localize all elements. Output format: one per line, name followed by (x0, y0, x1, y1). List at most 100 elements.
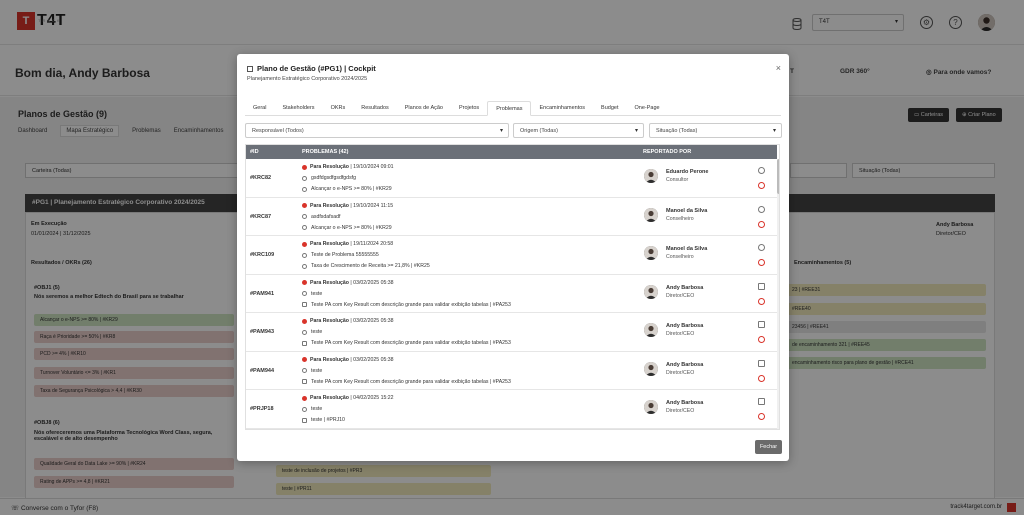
reporter-name: Andy Barbosa (666, 400, 704, 406)
tab-mapa-estrategico[interactable]: Mapa Estratégico (60, 125, 120, 137)
fechar-button[interactable]: Fechar (755, 440, 782, 454)
problem-origin[interactable]: Alcançar o e-NPS >= 80% | #KR29 (311, 186, 392, 192)
greet-item-t[interactable]: T (790, 68, 794, 75)
resolve-check-icon[interactable] (758, 336, 765, 343)
view-details-icon[interactable] (758, 321, 765, 328)
reporter: Eduardo Perone Consultor (644, 169, 708, 183)
tab-resultados[interactable]: Resultados (361, 105, 389, 111)
table-row[interactable]: #PAM943 Para Resolução | 03/02/2025 05:38… (246, 313, 777, 352)
footer-logo-icon (1007, 503, 1016, 512)
footer: ☏ Converse com o Tyfor (F8) track4target… (0, 498, 1024, 515)
encaminhamento-card[interactable]: #REE40 (786, 303, 986, 315)
reporter-avatar (644, 169, 658, 183)
resolve-check-icon[interactable] (758, 259, 765, 266)
problem-origin[interactable]: teste | #PRJ10 (311, 417, 345, 423)
encaminhamento-card[interactable]: 23456 | #REE41 (786, 321, 986, 333)
project-card[interactable]: teste de inclusão de projetos | #PR3 (276, 465, 491, 477)
kr-card[interactable]: Qualidade Geral do Data Lake >= 90% | #K… (34, 458, 234, 470)
kr-card[interactable]: Taxa de Segurança Psicológica > 4,4 | #K… (34, 385, 234, 397)
carteiras-label: Carteiras (920, 112, 944, 118)
problem-status-line: Para Resolução | 19/11/2024 20:58 (302, 241, 393, 247)
reporter-avatar (644, 246, 658, 260)
encaminhamento-card[interactable]: 23 | #REE31 (786, 284, 986, 296)
reporter-role: Conselheiro (666, 215, 694, 222)
tab-one-page[interactable]: One-Page (634, 105, 660, 111)
problem-id[interactable]: #KRC82 (250, 175, 272, 181)
problem-origin[interactable]: Alcançar o e-NPS >= 80% | #KR29 (311, 224, 392, 231)
view-details-icon[interactable] (758, 167, 765, 174)
gdr-360-link[interactable]: GDR 360° (840, 68, 870, 75)
criar-plano-button[interactable]: ⊕ Criar Plano (956, 108, 1002, 122)
gear-icon[interactable]: ⚙ (920, 16, 933, 29)
table-row[interactable]: #KRC82 Para Resolução | 19/10/2024 09:01 g… (246, 159, 777, 198)
responsavel-filter[interactable]: Responsável (Todos) ▾ (245, 123, 509, 138)
kr-card[interactable]: PCD >= 4% | #KR10 (34, 348, 234, 360)
kr-card[interactable]: Rating de APPs >= 4,8 | #KR21 (34, 476, 234, 488)
scrollbar-thumb[interactable] (777, 159, 779, 194)
resolve-check-icon[interactable] (758, 297, 765, 305)
encaminhamento-card[interactable]: encaminhamento risco para plano de gestã… (786, 357, 986, 369)
resolve-check-icon[interactable] (758, 413, 765, 420)
tab-problemas[interactable]: Problemas (487, 101, 532, 116)
view-details-icon[interactable] (758, 244, 765, 251)
problem-link-line: Alcançar o e-NPS >= 80% | #KR29 (302, 186, 392, 192)
encaminhamento-card[interactable]: de encaminhamento 321 | #REE45 (786, 339, 986, 351)
view-details-icon[interactable] (758, 359, 765, 367)
problem-id[interactable]: #PAM943 (250, 329, 275, 335)
organization-select[interactable]: T4T ▾ (812, 14, 904, 31)
table-row[interactable]: #KRC87 Para Resolução | 19/10/2024 11:15 a… (246, 197, 777, 236)
problem-status: Para Resolução (310, 241, 349, 247)
tab-geral[interactable]: Geral (253, 105, 267, 111)
table-row[interactable]: #PAM941 Para Resolução | 03/02/2025 05:38… (246, 274, 777, 313)
tab-budget[interactable]: Budget (601, 105, 619, 111)
kr-card[interactable]: Raça é Prioridade >= 50% | #KR8 (34, 331, 234, 343)
resolve-check-icon[interactable] (758, 220, 765, 228)
view-details-icon[interactable] (758, 398, 765, 405)
info-icon (302, 175, 307, 181)
problem-status: Para Resolução (310, 202, 349, 209)
kr-card[interactable]: Alcançar o e-NPS >= 80% | #KR29 (34, 314, 234, 326)
problem-id[interactable]: #KRC109 (250, 252, 275, 258)
tab-problemas[interactable]: Problemas (132, 128, 161, 134)
situacao-filter[interactable]: Situação (Todas) ▾ (649, 123, 782, 138)
problem-origin[interactable]: Teste PA com Key Result com descrição gr… (311, 340, 511, 346)
table-scrollbar[interactable] (777, 159, 779, 429)
problem-origin[interactable]: Teste PA com Key Result com descrição gr… (311, 301, 511, 308)
view-details-icon[interactable] (758, 205, 765, 213)
table-row[interactable]: #PRJP18 Para Resolução | 04/02/2025 15:22… (246, 390, 777, 429)
situacao-select[interactable]: Situação (Todas) (852, 163, 995, 178)
problem-id[interactable]: #PAM941 (250, 290, 275, 297)
table-row[interactable]: #PAM944 Para Resolução | 03/02/2025 05:38… (246, 351, 777, 390)
tab-dashboard[interactable]: Dashboard (18, 128, 48, 134)
tab-planos-de-acao[interactable]: Planos de Ação (404, 105, 443, 111)
origem-select-bg[interactable] (790, 163, 847, 178)
problem-description: asdfsdafsadf (311, 213, 341, 220)
greeting-text: Bom dia, Andy Barbosa (15, 66, 150, 80)
table-row[interactable]: #KRC109 Para Resolução | 19/11/2024 20:58… (246, 236, 777, 275)
reporter: Andy Barbosa Diretor/CEO (644, 361, 703, 376)
problem-origin[interactable]: Teste PA com Key Result com descrição gr… (311, 378, 511, 385)
resolve-check-icon[interactable] (758, 374, 765, 382)
tab-encaminhamentos[interactable]: Encaminhamentos (173, 128, 224, 134)
close-icon[interactable]: × (775, 63, 781, 73)
footer-site-link[interactable]: track4target.com.br (950, 504, 1002, 510)
problem-id[interactable]: #PAM944 (250, 367, 275, 374)
origem-filter[interactable]: Origem (Todas) ▾ (513, 123, 644, 138)
para-onde-vamos-link[interactable]: ◎ Para onde vamos? (926, 68, 991, 76)
problem-id[interactable]: #KRC87 (250, 213, 272, 220)
project-card[interactable]: teste | #PR11 (276, 483, 491, 495)
tab-stakeholders[interactable]: Stakeholders (282, 105, 315, 111)
user-avatar[interactable] (978, 14, 995, 31)
kr-card[interactable]: Turnover Voluntário <= 3% | #KR1 (34, 367, 234, 379)
tab-projetos[interactable]: Projetos (459, 105, 480, 111)
carteiras-button[interactable]: ▭ Carteiras (908, 108, 950, 122)
tab-encaminhamentos[interactable]: Encaminhamentos (539, 105, 586, 111)
resolve-check-icon[interactable] (758, 182, 765, 189)
app-logo[interactable]: T T4T (17, 12, 65, 30)
help-icon[interactable]: ? (949, 16, 962, 29)
view-details-icon[interactable] (758, 282, 765, 290)
problem-id[interactable]: #PRJP18 (250, 406, 274, 412)
tab-okrs[interactable]: OKRs (330, 105, 346, 111)
tyfor-chat-link[interactable]: ☏ Converse com o Tyfor (F8) (11, 504, 98, 512)
problem-origin[interactable]: Taxa de Crescimento de Receita >= 21,8% … (311, 263, 430, 269)
